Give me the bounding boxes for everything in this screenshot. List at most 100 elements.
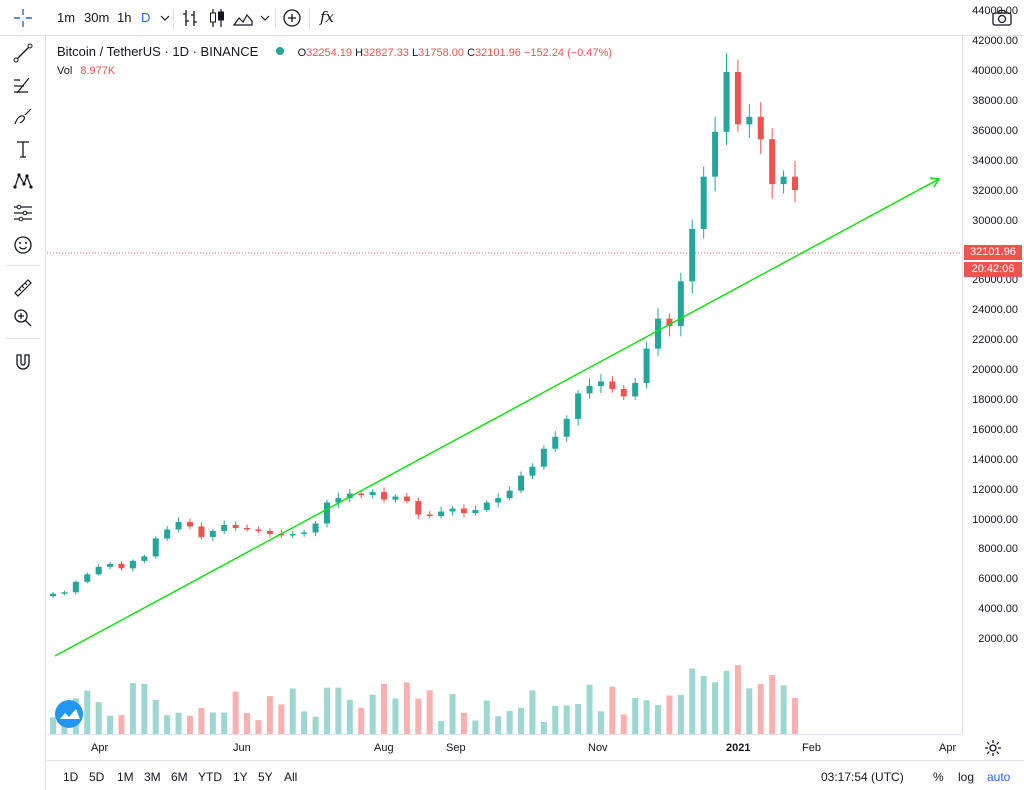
bars-chart-icon[interactable] <box>178 6 202 30</box>
range-1d[interactable]: 1D <box>63 770 79 784</box>
log-scale-toggle[interactable]: log <box>958 770 975 784</box>
candle-body <box>643 348 650 383</box>
volume-bar <box>164 715 171 734</box>
area-chart-icon[interactable] <box>231 6 255 30</box>
range-3m[interactable]: 3M <box>144 770 161 784</box>
volume-bar <box>712 682 719 734</box>
volume-bar <box>152 699 159 734</box>
candle-body <box>677 281 684 327</box>
indicators-button[interactable]: fx <box>320 8 335 26</box>
chevron-down-icon[interactable] <box>155 6 179 30</box>
volume-bar <box>472 720 479 734</box>
volume-bar <box>655 705 662 734</box>
candle-body <box>575 393 582 419</box>
ruler-icon[interactable] <box>11 276 35 300</box>
volume-bar <box>369 694 376 734</box>
patterns-icon[interactable] <box>11 169 35 193</box>
time-axis[interactable]: Apr Jun Aug Sep Nov 2021 Feb Apr <box>47 734 962 760</box>
open-label: O <box>297 47 307 59</box>
volume-bar <box>301 711 308 734</box>
timeframe-30m[interactable]: 30m <box>84 10 110 25</box>
volume-bar <box>597 711 604 734</box>
auto-scale-toggle[interactable]: auto <box>987 770 1011 784</box>
divider <box>6 338 40 339</box>
candle-body <box>381 492 388 500</box>
zoom-in-icon[interactable] <box>11 306 35 330</box>
candle-body <box>723 72 730 132</box>
fib-tools-icon[interactable] <box>11 73 35 97</box>
candle-body <box>312 523 319 533</box>
price-tick: 36000.00 <box>972 124 1018 137</box>
chevron-down-icon[interactable] <box>255 6 279 30</box>
time-tick: Apr <box>91 742 109 754</box>
price-tick: 16000.00 <box>972 423 1018 436</box>
bottom-toolbar: 1D 5D 1M 3M 6M YTD 1Y 5Y All 03:17:54 (U… <box>47 760 1024 790</box>
volume-bar <box>483 700 490 734</box>
range-ytd[interactable]: YTD <box>198 770 222 784</box>
range-5y[interactable]: 5Y <box>258 770 273 784</box>
timeframe-1h[interactable]: 1h <box>117 10 132 25</box>
range-1y[interactable]: 1Y <box>233 770 248 784</box>
volume-bar <box>438 721 445 734</box>
price-tick: 6000.00 <box>978 573 1018 586</box>
settings-gear-icon[interactable] <box>982 737 1004 759</box>
symbol-title[interactable]: Bitcoin / TetherUS · 1D · BINANCE <box>57 44 259 59</box>
add-indicator-icon[interactable] <box>280 6 304 30</box>
volume-bar <box>632 697 639 734</box>
volume-bar <box>118 714 125 734</box>
volume-bar <box>415 698 422 734</box>
candle-body <box>221 524 228 531</box>
tradingview-logo[interactable] <box>55 700 83 728</box>
price-chart[interactable] <box>47 36 962 734</box>
smiley-icon[interactable] <box>11 233 35 257</box>
volume-bar <box>198 707 205 734</box>
volume-bar <box>677 694 684 734</box>
candle-body <box>620 388 627 397</box>
trend-line-icon[interactable] <box>11 41 35 65</box>
timeframe-d[interactable]: D <box>141 10 151 25</box>
candle-body <box>780 176 787 185</box>
candle-body <box>506 490 513 499</box>
range-1m[interactable]: 1M <box>117 770 134 784</box>
volume-bar <box>620 714 627 734</box>
volume-bar <box>666 695 673 734</box>
timeframe-1m[interactable]: 1m <box>57 10 76 25</box>
price-tick: 12000.00 <box>972 483 1018 496</box>
volume-bar <box>381 683 388 734</box>
price-tick: 34000.00 <box>972 154 1018 167</box>
candle-body <box>186 521 193 527</box>
range-5d[interactable]: 5D <box>89 770 105 784</box>
volume-bar <box>780 685 787 734</box>
candles-chart-icon[interactable] <box>205 6 229 30</box>
candle-body <box>449 508 456 512</box>
volume-bar <box>792 697 798 734</box>
close-value: 32101.96 <box>475 47 521 59</box>
volume-bar <box>403 682 410 734</box>
text-icon[interactable] <box>11 137 35 161</box>
price-axis[interactable]: 46000.0044000.0042000.0040000.0038000.00… <box>962 5 1024 734</box>
range-all[interactable]: All <box>284 770 298 784</box>
brush-icon[interactable] <box>11 105 35 129</box>
candle-body <box>72 581 79 593</box>
crosshair-icon[interactable] <box>11 6 35 30</box>
candle-body <box>95 566 102 575</box>
candle-body <box>472 510 479 514</box>
candle-body <box>335 498 342 503</box>
magnet-icon[interactable] <box>11 350 35 374</box>
percent-scale-toggle[interactable]: % <box>933 770 944 784</box>
price-tick: 22000.00 <box>972 334 1018 347</box>
volume-bar <box>278 704 285 734</box>
volume-bar <box>518 707 525 734</box>
camera-icon[interactable] <box>990 6 1014 30</box>
drawing-toolbar <box>0 36 46 790</box>
prediction-tools-icon[interactable] <box>11 201 35 225</box>
utc-clock[interactable]: 03:17:54 (UTC) <box>821 770 904 784</box>
candle-body <box>689 228 696 282</box>
candle-body <box>61 592 68 594</box>
candle-body <box>358 493 365 496</box>
volume-bar <box>255 720 262 734</box>
range-6m[interactable]: 6M <box>171 770 188 784</box>
trend-line[interactable] <box>54 177 941 657</box>
volume-bar <box>84 690 91 734</box>
top-toolbar: 1m 30m 1h D fx <box>0 0 1024 36</box>
